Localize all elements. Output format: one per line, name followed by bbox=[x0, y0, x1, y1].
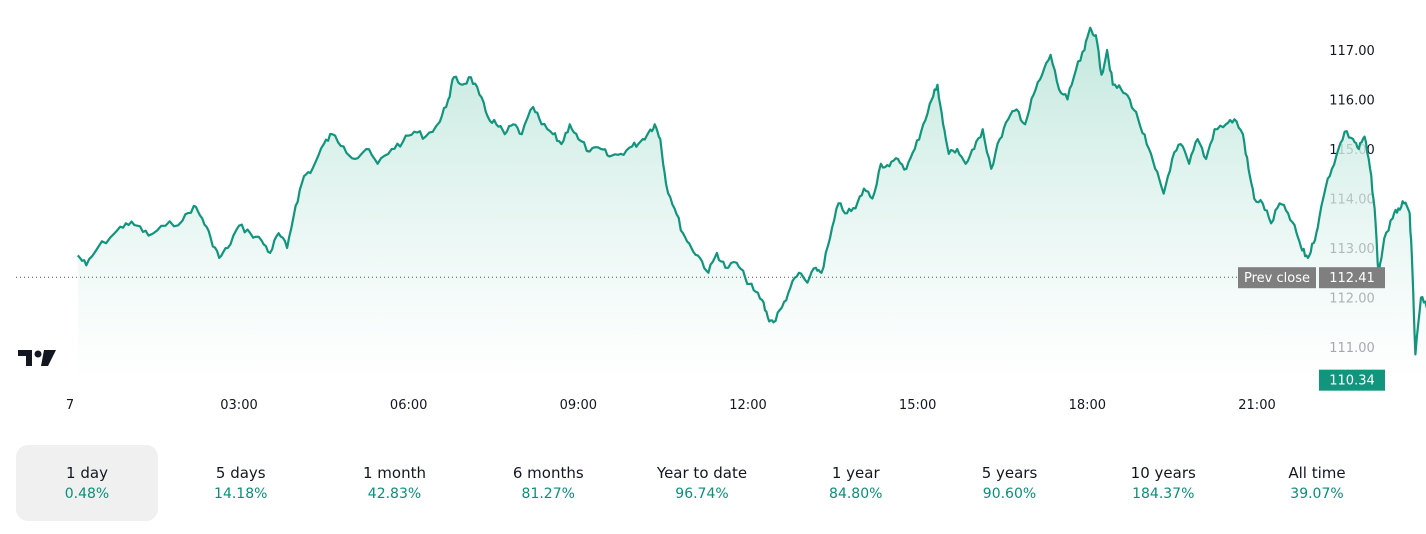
time-range-label: 10 years bbox=[1130, 464, 1196, 482]
time-range-label: Year to date bbox=[656, 464, 748, 482]
time-range-change: 84.80% bbox=[829, 486, 883, 502]
price-area-fill bbox=[77, 27, 1426, 382]
x-tick-label: 06:00 bbox=[390, 398, 427, 413]
time-range-button[interactable]: 1 day 0.48% bbox=[16, 445, 158, 521]
time-range-change: 39.07% bbox=[1290, 486, 1344, 502]
y-tick-label: 116.00 bbox=[1329, 94, 1375, 109]
x-tick-label: 15:00 bbox=[899, 398, 936, 413]
time-range-change: 90.60% bbox=[982, 486, 1037, 502]
time-range-button[interactable]: 5 days 14.18% bbox=[170, 445, 312, 521]
last-price-box bbox=[1319, 369, 1385, 391]
time-range-label: 1 day bbox=[66, 464, 108, 482]
time-range-change: 96.74% bbox=[675, 486, 729, 502]
price-line bbox=[76, 26, 1426, 356]
time-range-button[interactable]: 1 month 42.83% bbox=[324, 445, 466, 521]
time-range-label: 1 year bbox=[831, 464, 880, 482]
time-range-label: 1 month bbox=[363, 464, 426, 482]
x-tick-label: 03:00 bbox=[220, 398, 257, 413]
y-tick-label: 117.00 bbox=[1329, 44, 1375, 59]
x-axis: 7 03:00 06:00 09:00 12:00 15:00 18:00 21:00 bbox=[66, 398, 1276, 413]
time-range-button[interactable]: 1 year 84.80% bbox=[785, 445, 927, 521]
last-price-badge: 110.34 bbox=[1319, 369, 1385, 391]
x-tick-label: 12:00 bbox=[729, 398, 766, 413]
time-range-change: 42.83% bbox=[367, 486, 422, 502]
prev-close-label: Prev close bbox=[1244, 271, 1310, 286]
x-tick-label: 7 bbox=[66, 398, 74, 413]
time-range-button[interactable]: 5 years 90.60% bbox=[939, 445, 1081, 521]
time-range-change: 0.48% bbox=[64, 486, 110, 502]
time-range-change: 184.37% bbox=[1132, 486, 1195, 502]
time-range-label: 6 months bbox=[512, 464, 584, 482]
time-range-label: 5 years bbox=[981, 464, 1038, 482]
x-tick-label: 09:00 bbox=[560, 398, 597, 413]
time-range-button[interactable]: 6 months 81.27% bbox=[477, 445, 619, 521]
time-range-label: 5 days bbox=[215, 464, 266, 482]
last-price-value: 110.34 bbox=[1329, 374, 1375, 389]
time-range-change: 14.18% bbox=[214, 486, 268, 502]
time-range-button[interactable]: Year to date 96.74% bbox=[631, 445, 773, 521]
tradingview-logo-icon[interactable] bbox=[17, 348, 57, 368]
prev-close-badge: Prev close 112.41 bbox=[1238, 267, 1385, 289]
price-chart[interactable]: 111.00112.00113.00114.00115.00116.00117.… bbox=[0, 0, 1426, 420]
time-range-button[interactable]: All time 39.07% bbox=[1246, 445, 1388, 521]
time-range-label: All time bbox=[1288, 464, 1346, 482]
time-range-selector: 1 day 0.48% 5 days 14.18% 1 month 42.83% 6 mon… bbox=[16, 445, 1388, 523]
time-range-change: 81.27% bbox=[521, 486, 575, 502]
time-range-button[interactable]: 10 years 184.37% bbox=[1092, 445, 1234, 521]
x-tick-label: 18:00 bbox=[1069, 398, 1106, 413]
prev-close-value: 112.41 bbox=[1329, 271, 1375, 286]
prev-close-label-box bbox=[1238, 267, 1316, 289]
x-tick-label: 21:00 bbox=[1238, 398, 1275, 413]
prev-close-value-box bbox=[1319, 267, 1385, 289]
